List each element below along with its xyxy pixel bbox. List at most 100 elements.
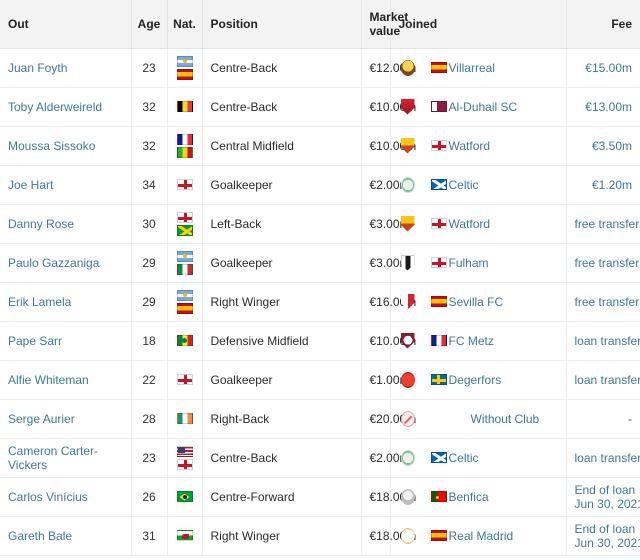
club-name-link[interactable]: Villarreal xyxy=(448,60,495,75)
club-name-link[interactable]: Sevilla FC xyxy=(448,294,504,309)
transfer-fee-value[interactable]: €1.20m xyxy=(591,177,632,192)
transfer-fee-value[interactable]: End of loan xyxy=(574,482,636,497)
transfer-fee-value[interactable]: loan transfer xyxy=(574,333,640,348)
player-name-link[interactable]: Danny Rose xyxy=(8,216,75,231)
table-row: Carlos Vinícius 26 Centre-Forward €18.00m Be… xyxy=(0,477,640,517)
transfer-fee-value[interactable]: free transfer xyxy=(574,294,640,309)
transfer-fee-value: - xyxy=(628,411,632,426)
player-name-link[interactable]: Paulo Gazzaniga xyxy=(8,255,100,270)
player-position: Goalkeeper xyxy=(202,360,362,400)
flag-icon xyxy=(430,62,447,73)
player-market-value: €10.00m xyxy=(361,321,416,361)
player-age: 29 xyxy=(131,282,168,322)
column-header-position[interactable]: Position xyxy=(202,0,362,49)
player-age: 18 xyxy=(131,321,168,361)
transfer-fee-date: Jun 30, 2021 xyxy=(574,535,640,550)
club-name-link[interactable]: Watford xyxy=(448,216,491,231)
club-crest-icon xyxy=(400,137,415,154)
player-market-value: €1.00m xyxy=(361,360,410,400)
player-name-link[interactable]: Pape Sarr xyxy=(8,333,63,348)
club-crest-icon xyxy=(400,176,415,193)
transfer-fee-date: Jun 30, 2021 xyxy=(574,496,640,511)
nationality-flag-stack xyxy=(168,211,202,236)
transfer-fee-value[interactable]: loan transfer xyxy=(574,372,640,387)
player-nationality xyxy=(167,87,203,127)
club-country-flag-slot xyxy=(423,257,449,268)
player-age: 34 xyxy=(131,165,168,205)
table-row: Moussa Sissoko 32 Central Midfield €10.00m W… xyxy=(0,126,640,166)
club-crest-icon xyxy=(400,98,415,115)
joined-club-wrapper: Watford xyxy=(400,215,558,232)
club-name-link[interactable]: Al-Duhail SC xyxy=(448,99,518,114)
club-name-link[interactable]: Watford xyxy=(448,138,491,153)
transfer-fee-value[interactable]: free transfer xyxy=(574,255,640,270)
club-name-link[interactable]: Celtic xyxy=(448,177,479,192)
club-country-flag-slot xyxy=(423,179,449,190)
club-badge-slot xyxy=(400,59,423,76)
flag-icon xyxy=(176,68,193,80)
club-name-link[interactable]: Without Club xyxy=(470,411,540,426)
flag-icon xyxy=(176,302,193,314)
flag-icon xyxy=(176,101,193,112)
player-position: Goalkeeper xyxy=(202,243,362,283)
club-country-flag-slot xyxy=(423,101,449,112)
player-name-cell: Gareth Bale xyxy=(0,516,132,556)
club-name-link[interactable]: FC Metz xyxy=(448,333,494,348)
transfer-fee-cell: €13.00m xyxy=(566,87,640,127)
joined-club-wrapper: Real Madrid xyxy=(400,527,558,544)
player-name-link[interactable]: Moussa Sissoko xyxy=(8,138,96,153)
club-crest-icon xyxy=(400,488,415,505)
club-name-link[interactable]: Celtic xyxy=(448,450,479,465)
joined-club-wrapper: Sevilla FC xyxy=(400,293,558,310)
flag-icon xyxy=(430,179,447,190)
flag-icon xyxy=(176,530,193,541)
club-country-flag-slot xyxy=(423,140,449,151)
transfer-fee-value[interactable]: €3.50m xyxy=(591,138,632,153)
club-badge-slot xyxy=(400,176,423,193)
player-name-link[interactable]: Alfie Whiteman xyxy=(8,372,89,387)
player-name-link[interactable]: Juan Foyth xyxy=(8,60,68,75)
transfer-fee-cell: €3.50m xyxy=(566,126,640,166)
transfer-fee-cell: €15.00m xyxy=(566,48,640,88)
table-row: Erik Lamela 29 Right Winger €16.00m Sevilla … xyxy=(0,282,640,322)
player-name-link[interactable]: Serge Aurier xyxy=(8,411,75,426)
player-nationality xyxy=(167,399,203,439)
joined-club-wrapper: Celtic xyxy=(400,176,558,193)
club-name-link[interactable]: Degerfors xyxy=(448,372,502,387)
column-header-age[interactable]: Age xyxy=(131,0,168,49)
table-body: Juan Foyth 23 Centre-Back €12.00m Villarreal… xyxy=(0,48,640,556)
transfer-fee-cell: - xyxy=(566,399,640,439)
player-name-cell: Juan Foyth xyxy=(0,48,132,88)
player-name-link[interactable]: Joe Hart xyxy=(8,177,54,192)
player-name-link[interactable]: Erik Lamela xyxy=(8,294,72,309)
transfer-fee-value[interactable]: €13.00m xyxy=(585,99,632,114)
player-market-value: €10.00m xyxy=(361,126,416,166)
transfer-fee-value[interactable]: €15.00m xyxy=(585,60,632,75)
player-name-cell: Erik Lamela xyxy=(0,282,132,322)
transfer-fee-value[interactable]: loan transfer xyxy=(574,450,640,465)
club-crest-icon xyxy=(400,410,415,427)
player-name-link[interactable]: Cameron Carter-Vickers xyxy=(8,443,99,472)
flag-icon xyxy=(430,101,447,112)
nationality-flag-stack xyxy=(168,101,202,112)
table-row: Danny Rose 30 Left-Back €3.00m Watford free t… xyxy=(0,204,640,244)
column-header-nationality[interactable]: Nat. xyxy=(167,0,203,49)
player-name-link[interactable]: Carlos Vinícius xyxy=(8,489,88,504)
column-header-out[interactable]: Out xyxy=(0,0,132,49)
transfer-fee-value[interactable]: End of loan xyxy=(574,521,636,536)
column-header-fee[interactable]: Fee xyxy=(566,0,640,49)
transfer-fee-cell: €1.20m xyxy=(566,165,640,205)
flag-icon xyxy=(430,257,447,268)
player-age: 26 xyxy=(131,477,168,517)
club-name-link[interactable]: Benfica xyxy=(448,489,489,504)
player-name-link[interactable]: Gareth Bale xyxy=(8,528,73,543)
player-age: 28 xyxy=(131,399,168,439)
player-age: 32 xyxy=(131,126,168,166)
column-header-joined[interactable]: Joined xyxy=(390,0,567,49)
player-name-link[interactable]: Toby Alderweireld xyxy=(8,99,103,114)
club-name-link[interactable]: Real Madrid xyxy=(448,528,514,543)
transfer-fee-value[interactable]: free transfer xyxy=(574,216,640,231)
column-header-market-value[interactable]: Market value xyxy=(361,0,408,49)
club-name-link[interactable]: Fulham xyxy=(448,255,489,270)
